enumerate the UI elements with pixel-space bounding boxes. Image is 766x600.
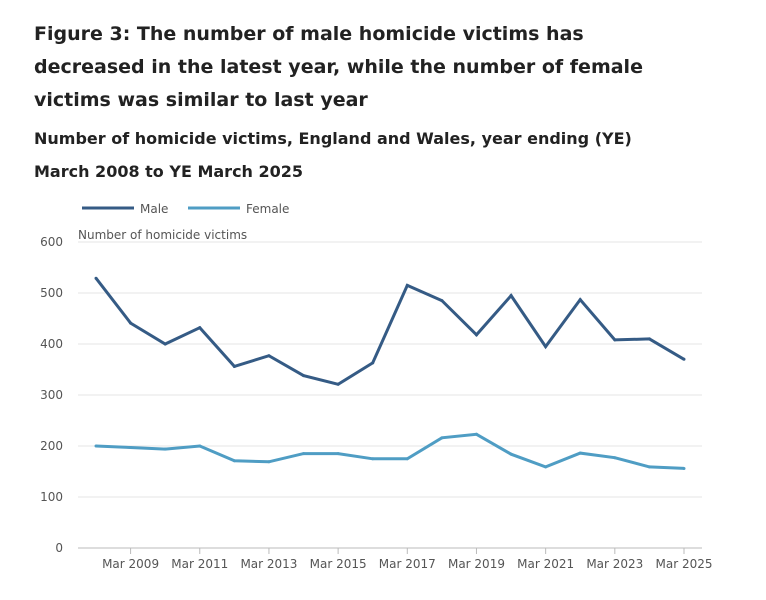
data-point-female xyxy=(336,452,340,456)
data-point-male xyxy=(647,337,651,341)
x-tick-label: Mar 2009 xyxy=(102,557,159,571)
data-point-female xyxy=(647,465,651,469)
y-axis-label: Number of homicide victims xyxy=(78,228,247,242)
gridlines xyxy=(78,241,702,549)
data-point-male xyxy=(129,321,133,325)
data-point-male xyxy=(405,283,409,287)
y-tick-label: 100 xyxy=(40,490,63,504)
data-point-male xyxy=(474,333,478,337)
data-point-male xyxy=(578,298,582,302)
y-tick-label: 600 xyxy=(40,235,63,249)
x-tick-label: Mar 2019 xyxy=(448,557,505,571)
data-point-male xyxy=(371,361,375,365)
data-point-male xyxy=(267,354,271,358)
x-axis: Mar 2009 Mar 2011 Mar 2013 Mar 2015 Mar 2017… xyxy=(102,548,713,571)
y-tick-label: 500 xyxy=(40,286,63,300)
data-point-female xyxy=(232,459,236,463)
x-tick-label: Mar 2017 xyxy=(379,557,436,571)
data-point-male xyxy=(232,364,236,368)
x-tick-label: Mar 2025 xyxy=(656,557,713,571)
series-line-female xyxy=(95,432,685,470)
data-point-male xyxy=(163,342,167,346)
x-tick-label: Mar 2011 xyxy=(171,557,228,571)
chart-title: Figure 3: The number of male homicide vi… xyxy=(34,23,643,111)
data-point-female xyxy=(302,452,306,456)
data-point-female xyxy=(613,456,617,460)
data-point-female xyxy=(405,457,409,461)
data-point-male xyxy=(509,294,513,298)
series-line-male xyxy=(94,277,685,386)
y-tick-label: 400 xyxy=(40,337,63,351)
y-tick-label: 0 xyxy=(55,541,63,555)
data-point-male xyxy=(544,345,548,349)
data-point-female xyxy=(682,466,686,470)
data-point-female xyxy=(509,452,513,456)
data-point-female xyxy=(474,432,478,436)
data-point-female xyxy=(163,447,167,451)
legend-label-female: Female xyxy=(246,202,289,216)
legend-label-male: Male xyxy=(140,202,168,216)
data-point-female xyxy=(267,460,271,464)
x-tick-label: Mar 2023 xyxy=(586,557,643,571)
data-point-male xyxy=(440,299,444,303)
y-tick-label: 200 xyxy=(40,439,63,453)
data-point-female xyxy=(578,451,582,455)
chart-subtitle: Number of homicide victims, England and … xyxy=(34,129,632,181)
data-point-male xyxy=(94,276,98,280)
x-tick-label: Mar 2013 xyxy=(240,557,297,571)
y-axis: 0 100 200 300 400 500 600 xyxy=(40,235,63,555)
x-tick-label: Mar 2021 xyxy=(517,557,574,571)
data-point-male xyxy=(336,382,340,386)
data-point-female xyxy=(544,465,548,469)
legend: Male Female xyxy=(82,202,289,216)
data-point-male xyxy=(302,374,306,378)
y-tick-label: 300 xyxy=(40,388,63,402)
data-point-female xyxy=(94,444,98,448)
series-lines xyxy=(94,276,686,470)
data-point-female xyxy=(440,436,444,440)
data-point-female xyxy=(129,446,133,450)
data-point-male xyxy=(613,338,617,342)
data-point-male xyxy=(682,357,686,361)
data-point-male xyxy=(198,326,202,330)
data-point-female xyxy=(198,444,202,448)
data-point-female xyxy=(371,457,375,461)
x-tick-label: Mar 2015 xyxy=(310,557,367,571)
